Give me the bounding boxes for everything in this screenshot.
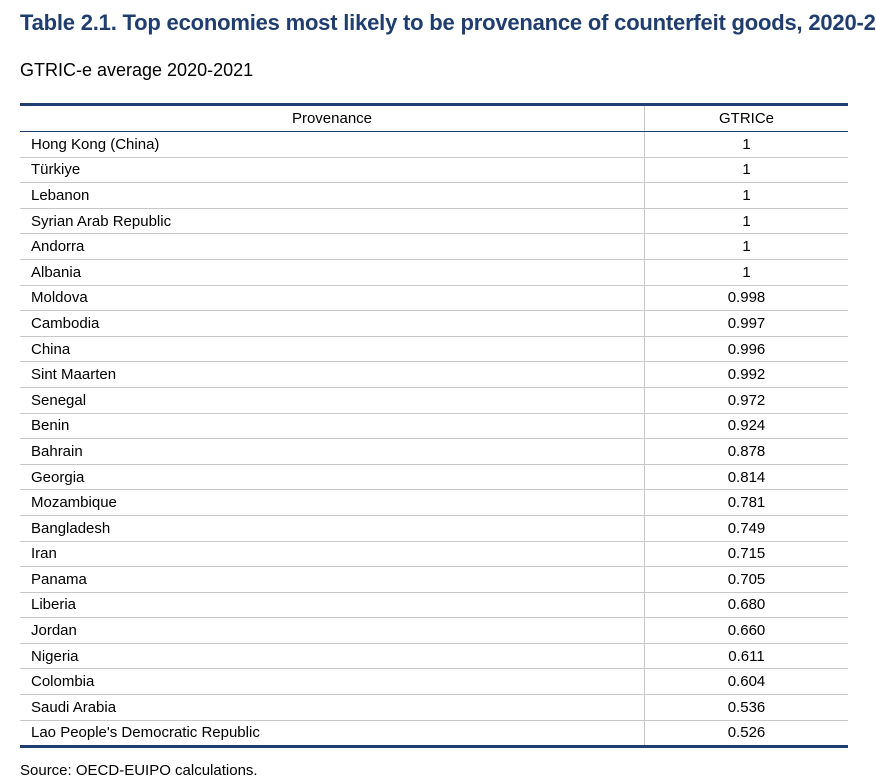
table-row: Sint Maarten 0.992 — [20, 361, 848, 388]
gtrice-value-cell: 0.996 — [644, 336, 848, 363]
table-row: Saudi Arabia 0.536 — [20, 694, 848, 721]
gtrice-value-cell: 0.998 — [644, 285, 848, 312]
table-row: Bangladesh 0.749 — [20, 515, 848, 542]
table-row: Hong Kong (China) 1 — [20, 131, 848, 158]
gtrice-value-cell: 0.526 — [644, 720, 848, 749]
table-row: Benin 0.924 — [20, 413, 848, 440]
provenance-cell: Mozambique — [20, 489, 645, 516]
table-row: Bahrain 0.878 — [20, 438, 848, 465]
table-row: Moldova 0.998 — [20, 285, 848, 312]
gtrice-value-cell: 0.604 — [644, 668, 848, 696]
gtrice-value-cell: 0.992 — [644, 361, 848, 388]
header-gtrice: GTRICe — [644, 103, 848, 132]
table-row: Albania 1 — [20, 259, 848, 286]
source-note: Source: OECD-EUIPO calculations. — [20, 762, 258, 779]
gtrice-value-cell: 0.680 — [644, 592, 848, 619]
gtrice-value-cell: 1 — [644, 259, 848, 286]
table-row: Iran 0.715 — [20, 541, 848, 568]
table-row: Liberia 0.680 — [20, 592, 848, 619]
provenance-cell: Lebanon — [20, 182, 645, 209]
table-body: Hong Kong (China) 1 Türkiye 1 Lebanon 1 Syrian… — [20, 131, 848, 749]
gtrice-value-cell: 0.997 — [644, 310, 848, 337]
table-title: Table 2.1. Top economies most likely to … — [20, 10, 876, 35]
gtrice-value-cell: 1 — [644, 157, 848, 184]
provenance-cell: Sint Maarten — [20, 361, 645, 388]
provenance-cell: Andorra — [20, 233, 645, 260]
gtrice-value-cell: 0.878 — [644, 438, 848, 465]
table-header-row: Provenance GTRICe — [20, 103, 848, 132]
table-row: Türkiye 1 — [20, 157, 848, 184]
table-row: Nigeria 0.611 — [20, 643, 848, 670]
gtrice-value-cell: 0.705 — [644, 566, 848, 593]
gtrice-value-cell: 0.924 — [644, 413, 848, 440]
provenance-cell: Saudi Arabia — [20, 694, 645, 721]
provenance-cell: Nigeria — [20, 643, 645, 670]
provenance-cell: Senegal — [20, 387, 645, 414]
provenance-cell: Moldova — [20, 285, 645, 312]
provenance-cell: Jordan — [20, 617, 645, 644]
table-row: Colombia 0.604 — [20, 668, 848, 696]
gtrice-value-cell: 1 — [644, 131, 848, 158]
table-row: Panama 0.705 — [20, 566, 848, 593]
provenance-cell: China — [20, 336, 645, 363]
gtrice-value-cell: 0.972 — [644, 387, 848, 414]
table-subtitle: GTRIC-e average 2020-2021 — [20, 60, 254, 80]
gtrice-value-cell: 0.660 — [644, 617, 848, 644]
provenance-cell: Colombia — [20, 668, 645, 696]
table-row: Lao People's Democratic Republic 0.526 — [20, 720, 848, 749]
provenance-cell: Cambodia — [20, 310, 645, 337]
provenance-cell: Georgia — [20, 464, 645, 491]
table-row: Jordan 0.660 — [20, 617, 848, 644]
table-row: Lebanon 1 — [20, 182, 848, 209]
gtrice-value-cell: 1 — [644, 208, 848, 235]
table-row: Mozambique 0.781 — [20, 489, 848, 516]
provenance-cell: Hong Kong (China) — [20, 131, 645, 158]
header-provenance: Provenance — [20, 103, 645, 132]
provenance-cell: Syrian Arab Republic — [20, 208, 645, 235]
gtric-table: Provenance GTRICe Hong Kong (China) 1 Türk… — [20, 103, 848, 749]
provenance-cell: Liberia — [20, 592, 645, 619]
provenance-cell: Lao People's Democratic Republic — [20, 720, 645, 749]
gtrice-value-cell: 1 — [644, 182, 848, 209]
provenance-cell: Türkiye — [20, 157, 645, 184]
table-row: China 0.996 — [20, 336, 848, 363]
table-row: Syrian Arab Republic 1 — [20, 208, 848, 235]
gtrice-value-cell: 0.715 — [644, 541, 848, 568]
provenance-cell: Bahrain — [20, 438, 645, 465]
gtrice-value-cell: 0.814 — [644, 464, 848, 491]
provenance-cell: Benin — [20, 413, 645, 440]
table-row: Cambodia 0.997 — [20, 310, 848, 337]
gtrice-value-cell: 0.781 — [644, 489, 848, 516]
table-row: Andorra 1 — [20, 233, 848, 260]
provenance-cell: Bangladesh — [20, 515, 645, 542]
provenance-cell: Iran — [20, 541, 645, 568]
gtrice-value-cell: 0.611 — [644, 643, 848, 670]
gtrice-value-cell: 0.536 — [644, 694, 848, 721]
provenance-cell: Panama — [20, 566, 645, 593]
provenance-cell: Albania — [20, 259, 645, 286]
gtrice-value-cell: 0.749 — [644, 515, 848, 542]
table-row: Georgia 0.814 — [20, 464, 848, 491]
gtrice-value-cell: 1 — [644, 233, 848, 260]
table-row: Senegal 0.972 — [20, 387, 848, 414]
